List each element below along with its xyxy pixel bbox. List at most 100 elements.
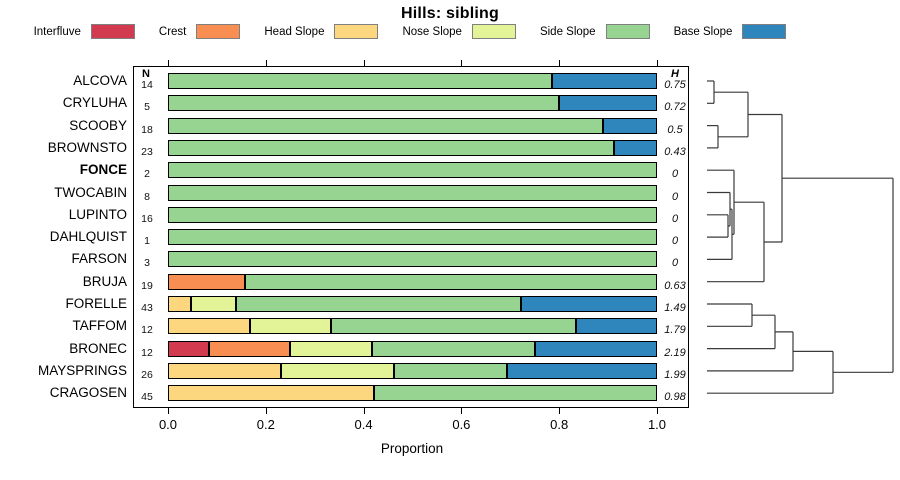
n-value: 19 <box>141 279 153 292</box>
h-value: 1.79 <box>664 324 686 337</box>
legend-swatch <box>196 24 241 39</box>
bar-segment <box>393 362 507 379</box>
row-label: ALCOVA <box>73 73 127 88</box>
legend-swatch <box>90 24 135 39</box>
h-value: 0 <box>671 212 679 225</box>
bar-segment <box>236 296 521 312</box>
bar-segment <box>168 139 615 156</box>
row-label: FORELLE <box>65 296 127 311</box>
row-label: MAYSPRINGS <box>37 362 127 378</box>
h-column-header: H <box>671 68 679 80</box>
n-value: 26 <box>141 368 153 381</box>
axis-tick-label: 0.0 <box>158 417 178 432</box>
h-value: 0 <box>671 168 679 181</box>
bar-segment <box>371 340 535 357</box>
n-value: 18 <box>141 123 153 136</box>
row-label: FARSON <box>71 251 127 267</box>
axis-tick-top <box>168 60 169 66</box>
axis-tick-bottom <box>265 408 267 414</box>
bar-segment <box>280 362 394 379</box>
axis-tick-top <box>363 60 365 66</box>
legend-label: Nose Slope <box>402 25 462 38</box>
row-label: CRAGOSEN <box>49 385 127 401</box>
n-value: 2 <box>144 168 150 181</box>
legend-label: Interfluve <box>33 25 81 38</box>
bar-segment <box>168 95 560 112</box>
bar-segment <box>559 95 657 112</box>
bar-segment <box>168 318 250 335</box>
axis-tick-top <box>657 60 658 66</box>
n-value: 8 <box>144 190 150 203</box>
axis-tick-label: 0.6 <box>452 417 471 432</box>
h-value: 0.98 <box>664 391 686 404</box>
legend-swatch <box>334 24 379 39</box>
n-value: 16 <box>141 212 153 225</box>
h-value: 0.63 <box>664 279 686 292</box>
h-value: 0 <box>671 235 679 248</box>
h-value: 0.72 <box>664 101 686 114</box>
h-value: 0.75 <box>664 79 686 91</box>
bar-segment <box>168 206 657 223</box>
row-label: SCOOBY <box>69 117 127 133</box>
legend-item: Head Slope <box>264 24 379 39</box>
plot-box <box>133 66 689 408</box>
n-value: 12 <box>141 346 153 359</box>
legend-swatch <box>471 24 516 39</box>
legend-item: Base Slope <box>674 24 787 39</box>
bar-segment <box>168 362 281 379</box>
bar-segment <box>168 184 657 201</box>
axis-tick-label: 0.4 <box>354 417 373 432</box>
axis-tick-top <box>559 60 561 66</box>
h-value: 1.99 <box>664 368 686 381</box>
bar-segment <box>168 229 657 246</box>
legend-label: Crest <box>158 25 187 38</box>
row-label: TWOCABIN <box>54 184 127 200</box>
bar-segment <box>168 73 553 89</box>
n-value: 1 <box>144 235 150 248</box>
bar-segment <box>168 296 191 312</box>
axis-tick-bottom <box>168 408 169 414</box>
bar-segment <box>168 340 209 357</box>
bar-segment <box>534 340 657 357</box>
bar-segment <box>614 139 657 156</box>
h-value: 0 <box>671 190 679 203</box>
n-value: 23 <box>141 145 153 158</box>
n-value: 43 <box>141 302 153 314</box>
bar-segment <box>168 385 375 402</box>
legend-item: Crest <box>158 24 241 39</box>
row-label: FONCE <box>79 162 127 178</box>
axis-tick-bottom <box>461 408 463 414</box>
n-value: 3 <box>144 257 150 270</box>
h-value: 1.49 <box>664 302 686 314</box>
h-value: 0.5 <box>667 123 683 136</box>
bar-segment <box>249 318 332 335</box>
legend-label: Base Slope <box>673 25 733 38</box>
bar-segment <box>290 340 372 357</box>
legend-swatch <box>742 24 787 39</box>
h-value: 0.43 <box>664 145 686 158</box>
bar-segment <box>331 318 576 335</box>
axis-tick-top <box>265 60 267 66</box>
bar-segment <box>506 362 657 379</box>
legend-label: Head Slope <box>264 25 325 38</box>
bar-segment <box>575 318 657 335</box>
axis-tick-label: 0.8 <box>550 417 569 432</box>
bar-segment <box>168 273 246 290</box>
n-value: 45 <box>141 391 153 404</box>
row-label: LUPINTO <box>68 206 127 222</box>
row-label: CRYLUHA <box>62 95 127 111</box>
n-column-header: N <box>142 68 150 80</box>
bar-segment <box>602 117 657 134</box>
bar-segment <box>190 296 237 312</box>
axis-tick-top <box>461 60 463 66</box>
legend-swatch <box>605 24 650 39</box>
n-value: 14 <box>141 79 153 91</box>
h-value: 2.19 <box>664 346 686 359</box>
n-value: 12 <box>141 324 153 337</box>
row-label: TAFFOM <box>72 318 128 334</box>
legend-label: Side Slope <box>539 25 596 38</box>
bar-segment <box>374 385 657 402</box>
legend-item: Interfluve <box>34 24 135 39</box>
row-label: BRONEC <box>69 340 127 356</box>
n-value: 5 <box>144 101 150 114</box>
